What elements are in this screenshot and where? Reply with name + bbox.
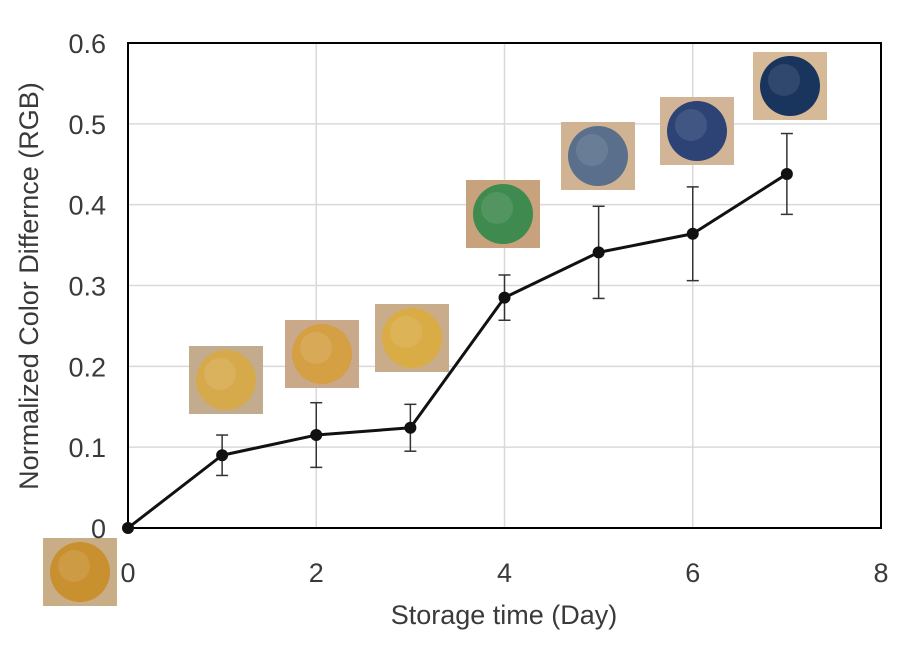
sample-photo-day-3 xyxy=(375,304,449,372)
y-tick-label-4: 0.4 xyxy=(68,191,106,221)
x-tick-label-3: 6 xyxy=(685,558,700,588)
x-tick-label-0: 0 xyxy=(120,558,135,588)
y-tick-label-0: 0 xyxy=(91,514,106,544)
disc-highlight-day-5 xyxy=(576,134,608,166)
sensor-disc-day-2 xyxy=(292,324,352,384)
data-point-2 xyxy=(310,429,323,442)
disc-highlight-day-2 xyxy=(300,332,332,364)
y-tick-label-1: 0.1 xyxy=(68,433,106,463)
sensor-disc-day-4 xyxy=(473,184,533,244)
data-series xyxy=(122,132,793,534)
sample-photo-day-1 xyxy=(189,346,263,414)
sensor-disc-day-5 xyxy=(568,126,628,186)
disc-highlight-day-1 xyxy=(204,358,236,390)
plot-frame xyxy=(127,42,882,529)
sample-photo-day-7 xyxy=(753,52,827,120)
series-line-0 xyxy=(127,172,788,530)
disc-highlight-day-4 xyxy=(481,192,513,224)
sample-photos xyxy=(43,52,827,606)
disc-highlight-day-0 xyxy=(58,550,90,582)
data-point-5 xyxy=(592,246,605,259)
disc-highlight-day-3 xyxy=(390,316,422,348)
data-point-3 xyxy=(404,421,417,434)
sensor-disc-day-1 xyxy=(196,350,256,410)
y-tick-label-3: 0.3 xyxy=(68,272,106,302)
sensor-disc-day-0 xyxy=(50,542,110,602)
sensor-disc-day-7 xyxy=(760,56,820,116)
disc-highlight-day-6 xyxy=(675,109,707,141)
x-tick-label-4: 8 xyxy=(873,558,888,588)
sample-photo-day-5 xyxy=(561,122,635,190)
sensor-disc-day-6 xyxy=(667,101,727,161)
x-tick-label-2: 4 xyxy=(497,558,512,588)
sample-photo-day-4 xyxy=(466,180,540,248)
sample-photo-day-2 xyxy=(285,320,359,388)
y-tick-label-2: 0.2 xyxy=(68,352,106,382)
y-tick-label-5: 0.5 xyxy=(68,110,106,140)
data-point-6 xyxy=(686,227,699,240)
tick-labels: 0 2 4 6 8 0 0.1 0.2 0.3 0.4 0.5 0.6 xyxy=(68,29,888,588)
y-axis-title: Normalized Color Differnce (RGB) xyxy=(14,82,44,490)
y-tick-label-6: 0.6 xyxy=(68,29,106,59)
sample-photo-day-6 xyxy=(660,97,734,165)
x-axis-title: Storage time (Day) xyxy=(391,600,618,630)
data-point-4 xyxy=(498,291,511,304)
data-point-7 xyxy=(780,167,793,180)
disc-highlight-day-7 xyxy=(768,64,800,96)
sensor-disc-day-3 xyxy=(382,308,442,368)
sample-photo-day-0 xyxy=(43,538,117,606)
data-point-1 xyxy=(216,449,229,462)
data-point-0 xyxy=(122,522,134,534)
x-tick-label-1: 2 xyxy=(309,558,324,588)
